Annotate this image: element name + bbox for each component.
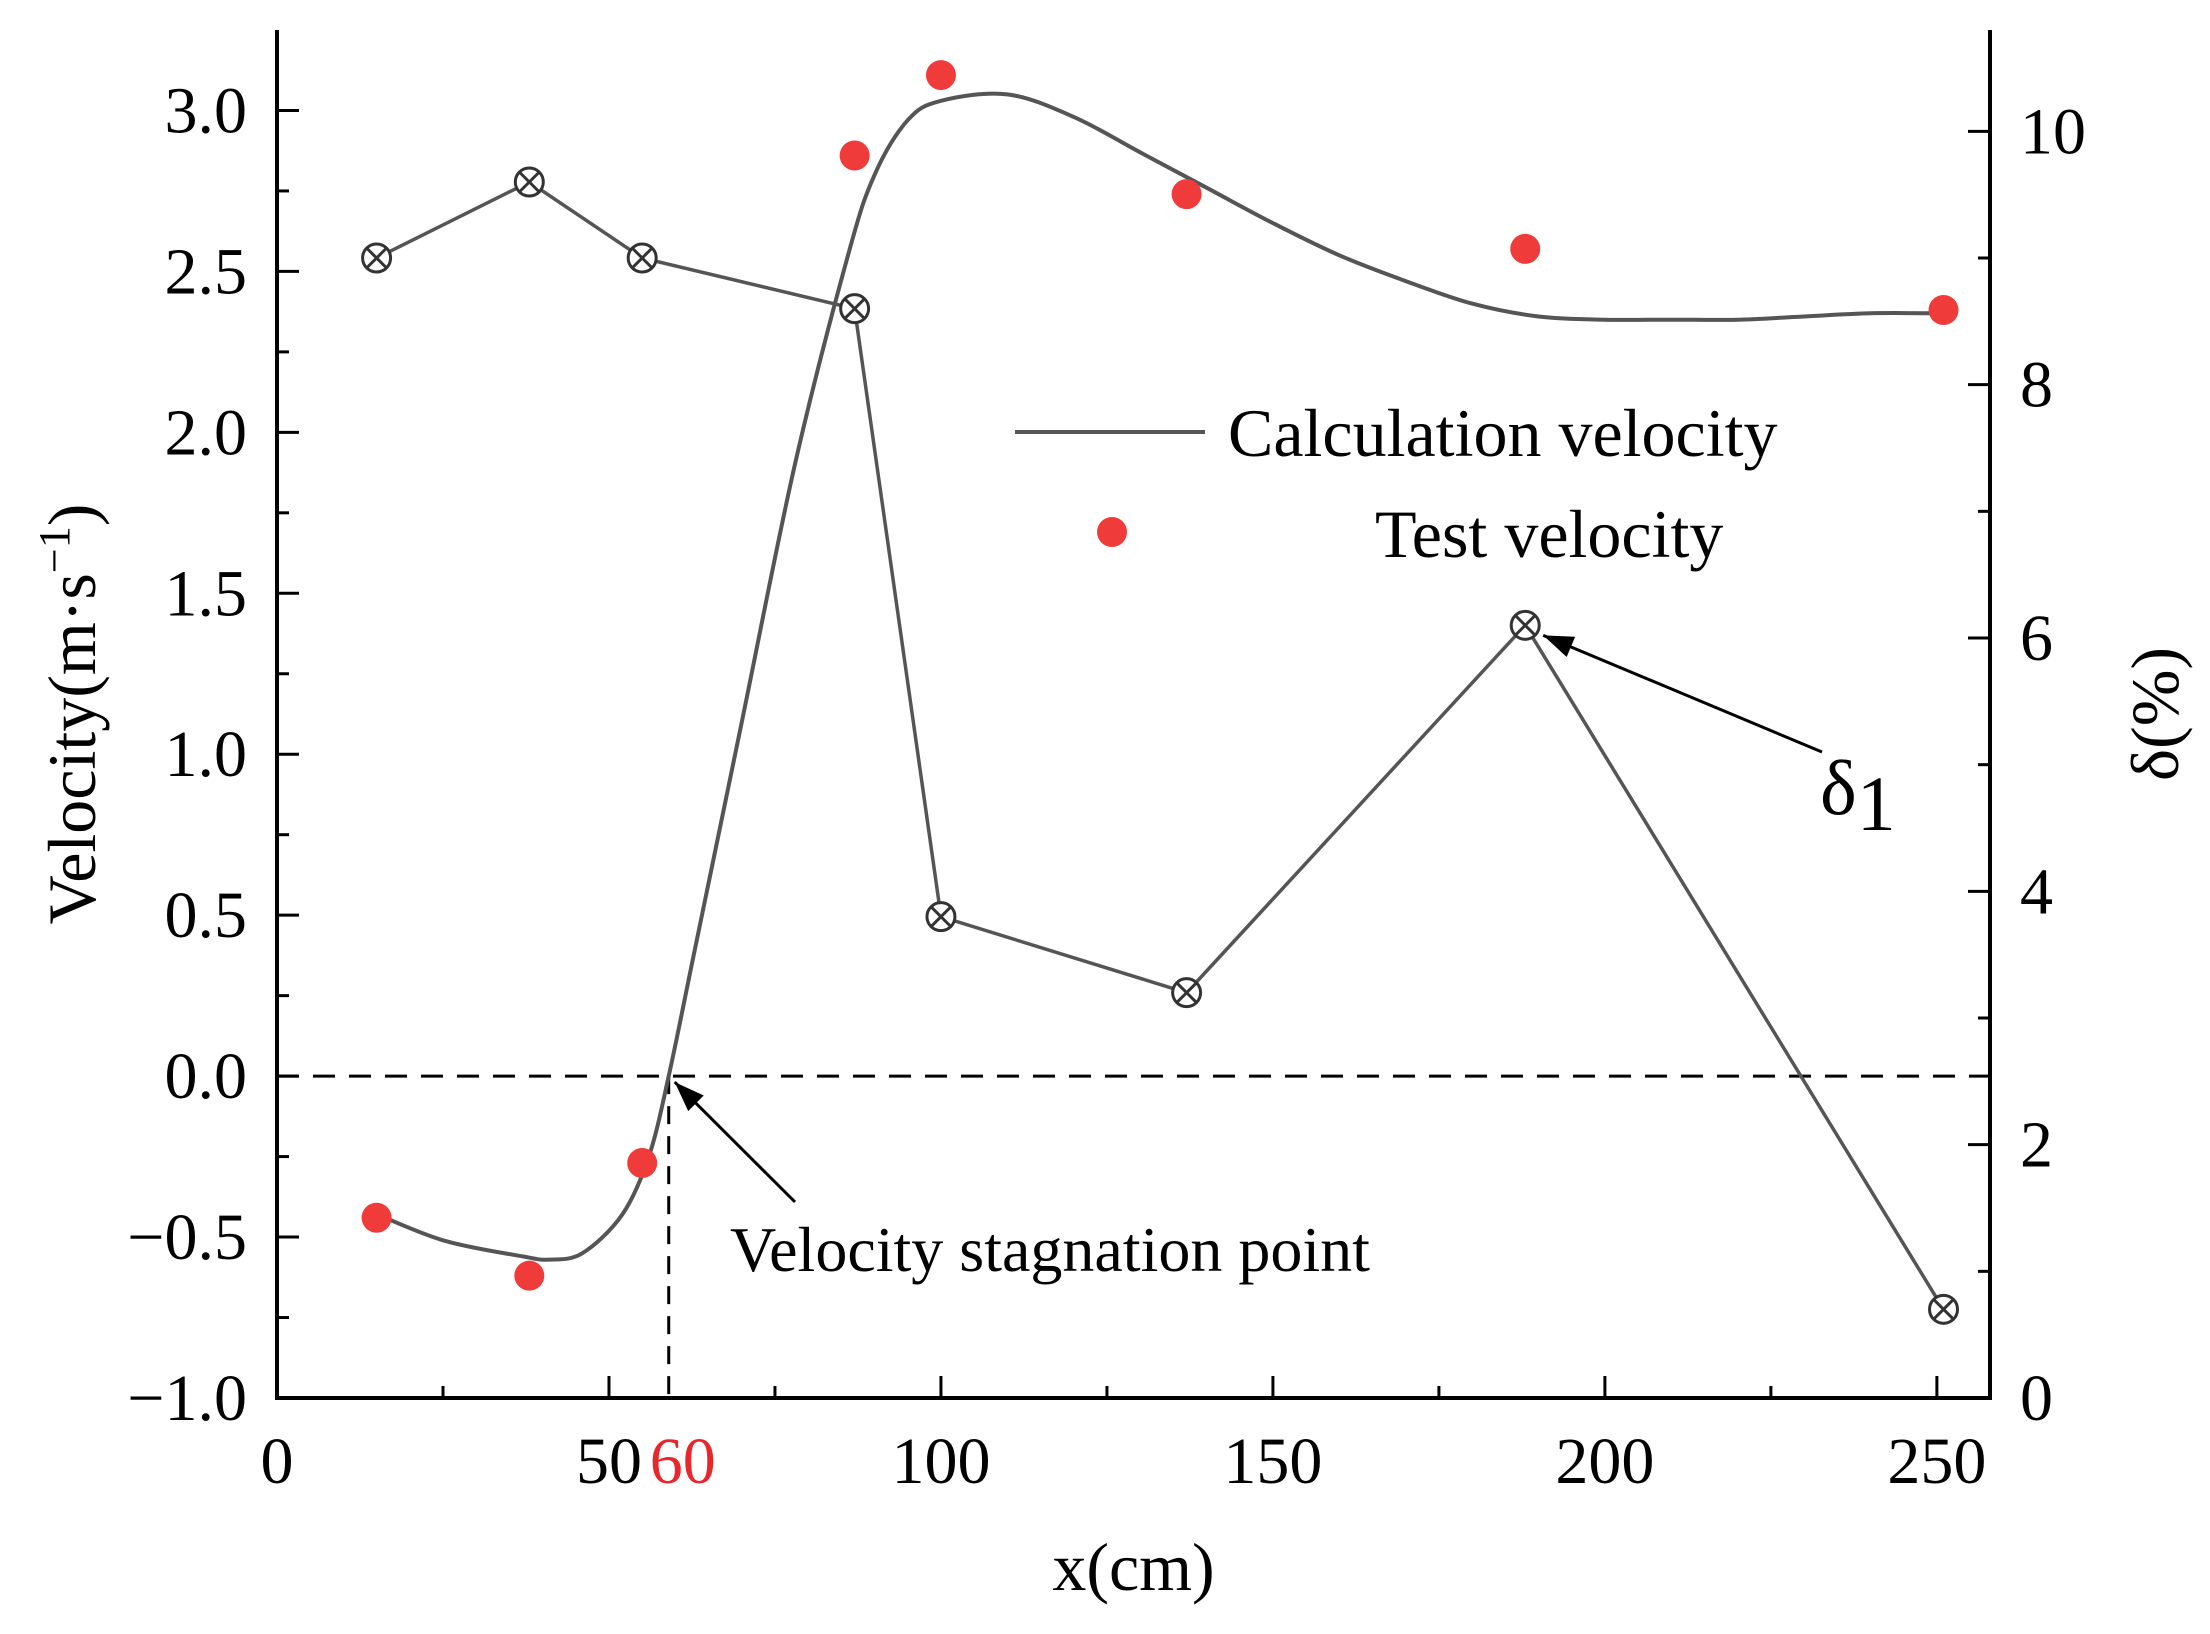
y-left-tick-label: 3.0: [165, 74, 248, 147]
y-left-tick-label: 0.0: [165, 1040, 248, 1113]
delta-point-1: [513, 166, 545, 198]
test-velocity-point-2: [627, 1148, 658, 1179]
x-tick-label: 200: [1555, 1425, 1654, 1498]
test-velocity-point-0: [361, 1202, 392, 1233]
legend-marker-swatch: [1097, 517, 1127, 547]
stagnation-arrow: [673, 1081, 797, 1204]
y-right-tick-label: 6: [2020, 602, 2053, 675]
test-velocity-point-6: [1510, 233, 1541, 264]
data-layer: [361, 60, 1960, 1325]
x-axis-title: x(cm): [1052, 1529, 1214, 1605]
test-velocity-point-5: [1171, 179, 1202, 210]
delta-marker-cross: [1932, 1298, 1955, 1320]
delta-marker-cross: [930, 906, 952, 928]
test-velocity-point-1: [514, 1260, 545, 1291]
delta1-annotation-label: δ1: [1820, 744, 1896, 847]
labels: 0 50 100 150 200 25060−1.0−0.50.00.51.01.52.0…: [30, 74, 2193, 1605]
stagnation-arrow-head: [674, 1082, 704, 1112]
delta-line: [375, 179, 1945, 1311]
legend: Calculation velocity Test velocity: [1015, 395, 1778, 572]
delta-point-2: [626, 242, 658, 274]
y-right-tick-label: 0: [2020, 1362, 2053, 1435]
delta-point-6: [1509, 609, 1541, 641]
delta-point-5: [1171, 977, 1203, 1009]
delta1-arrow: [1542, 633, 1823, 754]
delta1-subscript: 1: [1857, 760, 1896, 847]
y-left-axis-title: Velocity(m·s−1): [30, 504, 110, 925]
legend-label-test: Test velocity: [1375, 496, 1723, 572]
y-right-tick-label: 10: [2020, 95, 2086, 168]
test-velocity-point-3: [839, 140, 870, 171]
y-left-tick-label: 0.5: [165, 879, 248, 952]
y-left-tick-label: −0.5: [127, 1201, 247, 1274]
axes: [275, 30, 1992, 1400]
stagnation-annotation-label: Velocity stagnation point: [730, 1214, 1370, 1285]
test-velocity-point-7: [1928, 295, 1959, 326]
y-right-tick-label: 2: [2020, 1109, 2053, 1182]
legend-label-calculation: Calculation velocity: [1228, 395, 1778, 471]
delta-marker-cross: [518, 171, 540, 193]
x-tick-label: 50: [576, 1425, 642, 1498]
x-tick-label: 150: [1223, 1425, 1322, 1498]
y-left-tick-label: 1.5: [165, 557, 248, 630]
x-tick-label: 100: [891, 1425, 990, 1498]
delta1-arrow-shaft: [1542, 633, 1823, 754]
y-right-tick-label: 4: [2020, 855, 2053, 928]
delta-point-7: [1928, 1293, 1960, 1325]
delta-marker-cross: [1514, 614, 1536, 636]
delta-marker-cross: [631, 247, 653, 269]
x-highlight-tick-label: 60: [650, 1425, 716, 1498]
test-velocity-point-4: [925, 60, 956, 91]
delta-marker-cross: [366, 247, 388, 269]
x-tick-label: 250: [1887, 1425, 1986, 1498]
y-right-tick-label: 8: [2020, 349, 2053, 422]
y-left-tick-label: 2.0: [165, 396, 248, 469]
delta1-arrow-head: [1543, 635, 1576, 658]
y-right-axis-title: δ(%): [2117, 647, 2193, 781]
delta-marker-cross: [1176, 982, 1198, 1004]
y-left-tick-label: 2.5: [165, 235, 248, 308]
delta-point-0: [361, 242, 393, 274]
calculation-velocity-line: [369, 91, 1937, 1262]
x-tick-label: 0: [261, 1425, 294, 1498]
y-left-tick-label: 1.0: [165, 718, 248, 791]
plot-area: [277, 1074, 1990, 1398]
y-left-axis-title-close: ): [34, 504, 110, 527]
delta-point-4: [925, 901, 957, 933]
y-left-tick-label: −1.0: [127, 1362, 247, 1435]
delta-point-3: [839, 293, 871, 325]
delta1-symbol: δ: [1820, 744, 1857, 831]
y-left-axis-title-exponent: −1: [30, 526, 79, 573]
delta-marker-cross: [844, 298, 866, 320]
y-left-axis-title-main: Velocity(m·s: [34, 573, 110, 924]
